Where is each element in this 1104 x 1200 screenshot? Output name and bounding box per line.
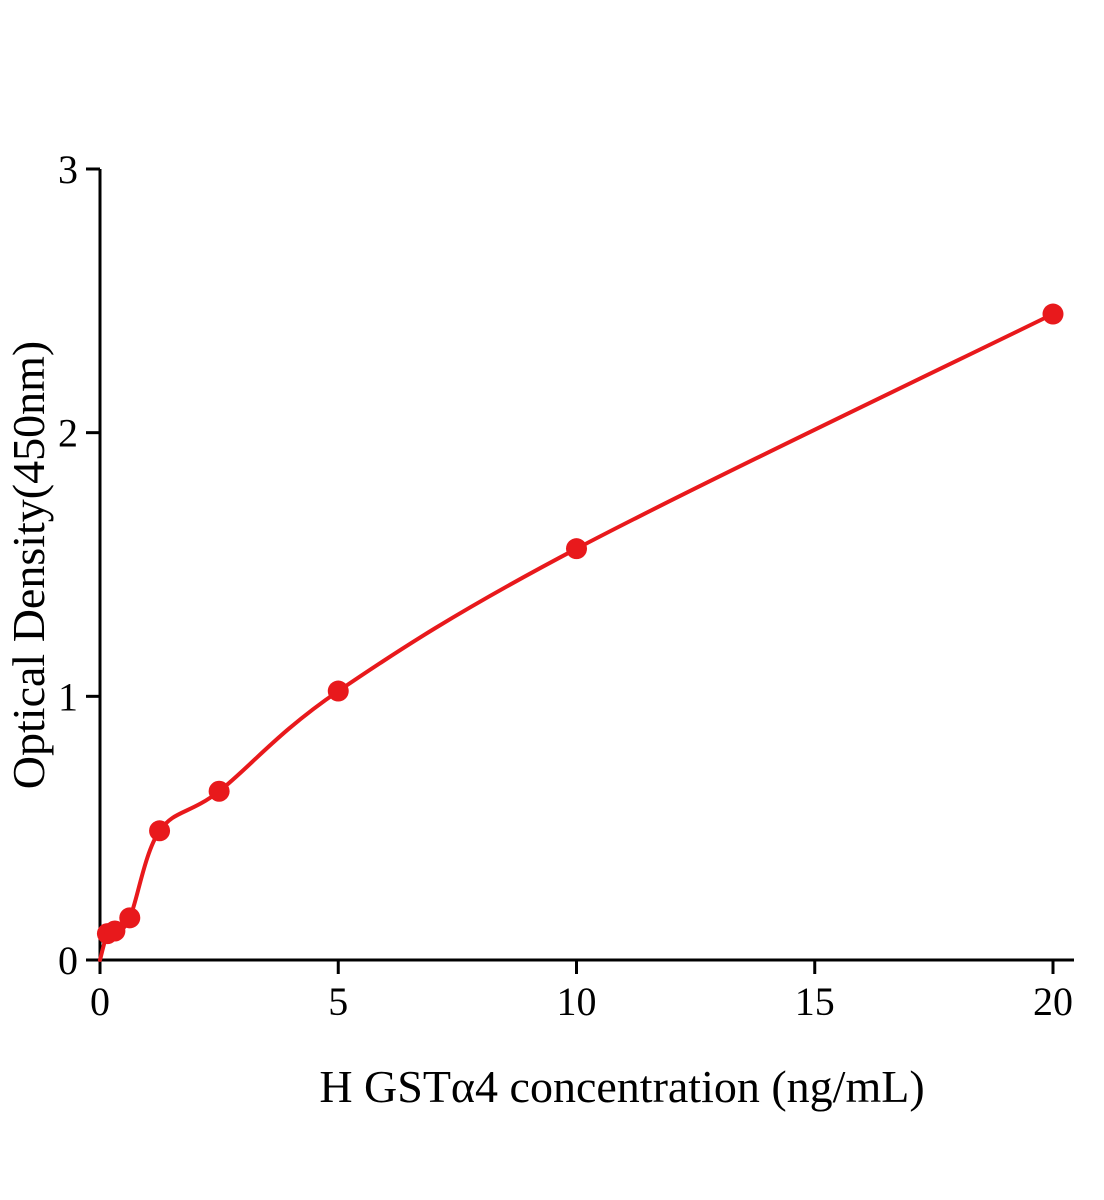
data-point-marker: [149, 820, 171, 842]
y-tick-label: 3: [58, 147, 78, 192]
x-tick-label: 15: [795, 979, 835, 1024]
y-tick-label: 1: [58, 674, 78, 719]
data-point-marker: [1042, 303, 1064, 325]
data-point-marker: [104, 920, 126, 942]
y-axis-title: Optical Density(450nm): [3, 341, 54, 789]
x-tick-label: 5: [328, 979, 348, 1024]
x-tick-label: 20: [1033, 979, 1073, 1024]
plot-series: [96, 303, 1064, 962]
x-axis-title: H GSTα4 concentration (ng/mL): [319, 1061, 924, 1112]
y-tick-label: 0: [58, 938, 78, 983]
data-point-marker: [119, 907, 141, 929]
data-point-marker: [208, 780, 230, 802]
axes: 0 5 10 15 20 0 1 2 3: [58, 147, 1074, 1024]
y-tick-label: 2: [58, 411, 78, 456]
data-point-marker: [566, 538, 587, 560]
x-tick-label: 10: [557, 979, 597, 1024]
fit-curve: [98, 312, 1055, 962]
x-tick-label: 0: [90, 979, 110, 1024]
data-point-marker: [327, 680, 349, 702]
